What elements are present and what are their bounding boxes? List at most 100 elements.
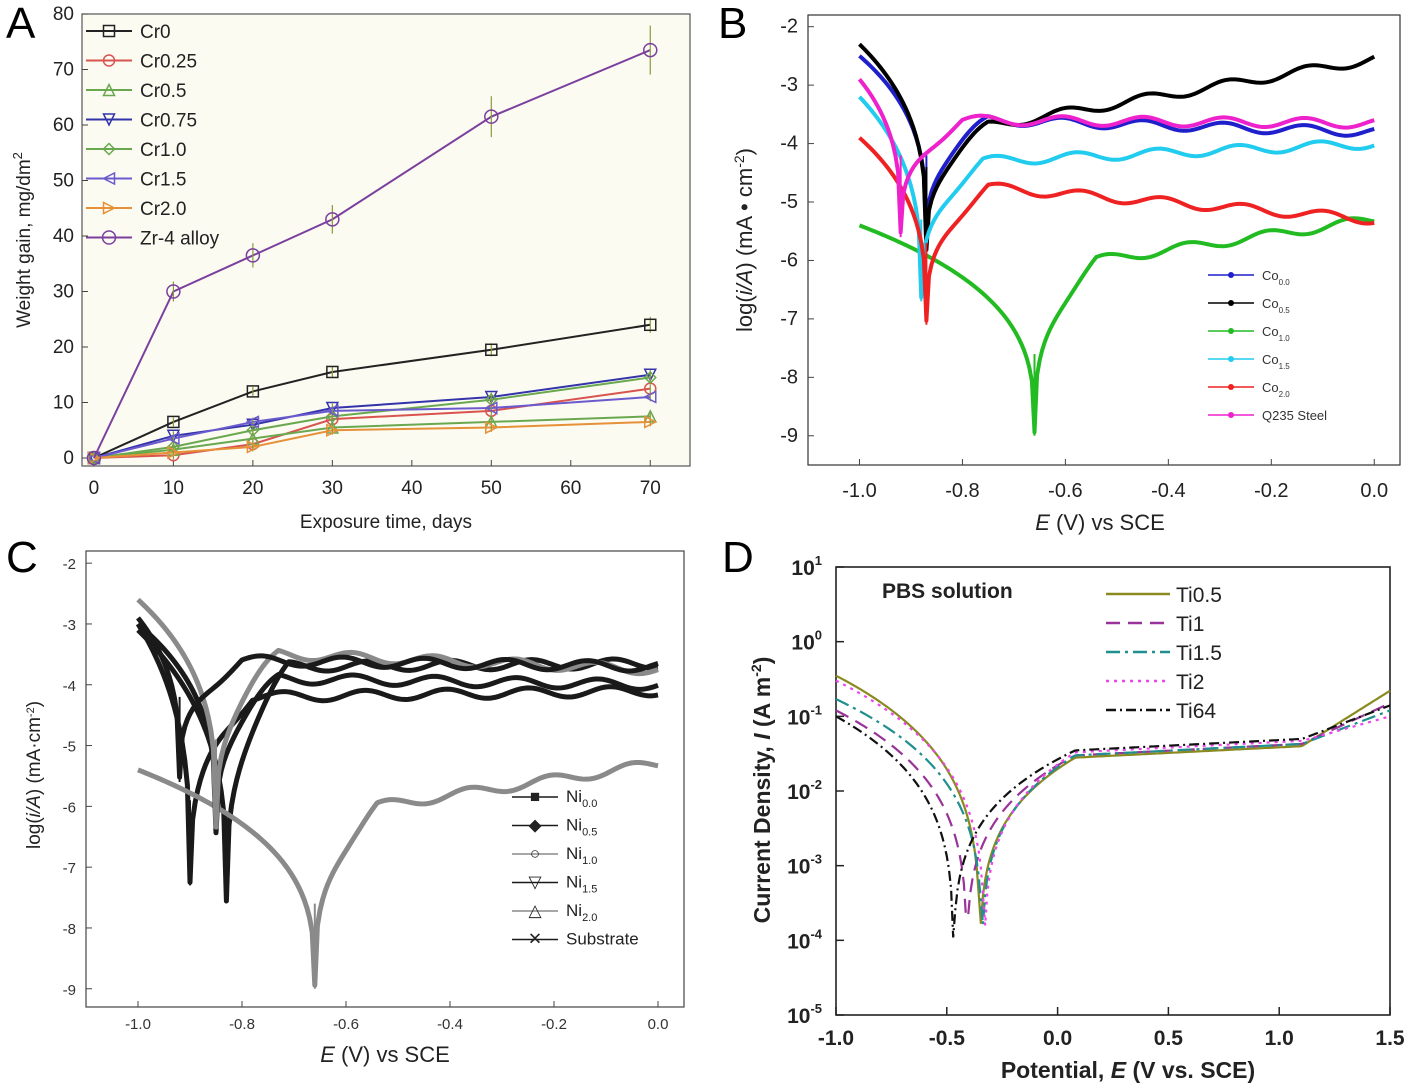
panel-c-ytick-label: -5 xyxy=(63,739,76,756)
panel-b-legend-subscript: 1.0 xyxy=(1279,334,1291,343)
panel-c-legend-label: Substrate xyxy=(566,930,639,949)
panel-a-ylabel-sup: 2 xyxy=(10,152,25,159)
panel-d-xtick-label: -1.0 xyxy=(818,1027,854,1050)
panel-b-ytick-label: -4 xyxy=(780,133,798,155)
panel-d-ylabel-end: ) xyxy=(749,657,775,665)
panel-b-legend-subscript: 2.0 xyxy=(1279,390,1291,399)
panel-b-ytick-label: -6 xyxy=(780,249,798,271)
panel-a-data-point xyxy=(484,109,499,124)
panel-b-ytick-label: -5 xyxy=(780,191,798,213)
panel-a-legend-label: Cr0 xyxy=(140,22,171,43)
panel-a-plot-area xyxy=(81,13,691,467)
panel-a-data-point xyxy=(166,429,181,443)
panel-d-ytick-label: 101 xyxy=(791,553,822,580)
panel-d-plot-area xyxy=(835,566,1391,1016)
panel-b-legend-marker xyxy=(1228,272,1234,278)
panel-d-legend: Ti0.5 Ti1 Ti1.5 Ti2 Ti64 xyxy=(1106,584,1222,723)
panel-b-series-line xyxy=(858,216,1375,435)
panel-a-series-line xyxy=(93,420,651,459)
panel-a-xtick-label: 30 xyxy=(322,478,343,499)
panel-a-data-point xyxy=(167,415,180,429)
panel-d-series-line xyxy=(835,679,1391,926)
panel-a-data-point xyxy=(87,451,102,465)
panel-b-legend-marker xyxy=(1228,356,1234,362)
panel-c-xtick-label: -0.6 xyxy=(333,1016,359,1033)
panel-d-legend-label: Ti1 xyxy=(1176,613,1204,636)
panel-b-legend-marker xyxy=(1228,412,1234,418)
panel-c-xtick-label: -0.4 xyxy=(437,1016,463,1033)
panel-a-ylabel-text: Weight gain, mg/dm xyxy=(14,159,35,328)
panel-b-legend-subscript: 0.5 xyxy=(1279,306,1291,315)
panel-d-xtick-label: 0.0 xyxy=(1043,1027,1072,1050)
panel-a-data-point xyxy=(485,343,498,357)
panel-c-legend-subscript: 0.0 xyxy=(582,798,597,810)
panel-d-ytick-exponent: -4 xyxy=(810,926,822,941)
panel-b-ytick-label: -9 xyxy=(780,425,798,447)
panel-c-ytick-label: -2 xyxy=(63,556,76,573)
panel-a-data-point xyxy=(166,431,180,446)
panel-b-series-line xyxy=(857,78,1375,235)
panel-a-letter: A xyxy=(6,0,36,48)
panel-a-ytick-label: 40 xyxy=(53,226,74,247)
panel-b-ylabel-it: i/A xyxy=(732,270,757,296)
panel-a-data-point xyxy=(643,370,657,385)
panel-b-ylabel: log(i/A) (mA • cm-2) xyxy=(731,148,757,332)
panel-d-xlabel-post: (V vs. SCE) xyxy=(1126,1057,1255,1083)
panel-a-data-point xyxy=(325,401,340,416)
panel-d-ytick-label: 10-3 xyxy=(787,852,822,879)
panel-a-legend-marker xyxy=(102,142,116,156)
panel-a-series-line xyxy=(93,395,651,459)
panel-a-legend-marker xyxy=(101,171,116,186)
panel-a-data-point xyxy=(325,404,339,418)
panel-d-ytick-label: 10-4 xyxy=(787,926,823,953)
panel-d-ytick-label: 10-1 xyxy=(787,702,822,729)
panel-a-legend: Cr0 Cr0.25 Cr0.5 Cr0.75 Cr1.0 Cr1.5 Cr2.0 Zr-4 … xyxy=(86,22,220,250)
panel-b-xtick-label: -0.8 xyxy=(945,480,979,502)
panel-b-series-line xyxy=(858,54,1375,242)
panel-a-legend-label: Cr2.0 xyxy=(140,199,186,220)
panel-a-data-point xyxy=(246,423,260,437)
panel-b-ylabel-sup: -2 xyxy=(731,155,747,168)
panel-c-xtick-label: -1.0 xyxy=(125,1016,151,1033)
panel-c-legend-marker: ◆ xyxy=(528,816,542,835)
panel-d-ytick-exponent: -3 xyxy=(810,852,822,867)
panel-d-xtick-label: -0.5 xyxy=(929,1027,966,1050)
panel-c-series xyxy=(135,597,659,989)
panel-b-legend-marker xyxy=(1228,300,1234,306)
panel-a-legend-marker xyxy=(102,201,117,215)
panel-a-data-point xyxy=(644,415,658,429)
panel-a-data-point xyxy=(325,409,339,423)
panel-b-xtick-label: 0.0 xyxy=(1360,480,1388,502)
panel-d-xtick-label: 0.5 xyxy=(1154,1027,1184,1050)
panel-c-legend-marker: ▽ xyxy=(528,873,542,892)
panel-c-legend-subscript: 1.5 xyxy=(582,884,597,896)
panel-b-xtick-label: -0.6 xyxy=(1048,480,1082,502)
panel-d-xlabel-pre: Potential, xyxy=(1001,1057,1111,1083)
panel-a-legend-marker xyxy=(102,54,116,67)
panel-b-xtick-label: -1.0 xyxy=(842,480,876,502)
panel-c-xtick-label: -0.8 xyxy=(229,1016,255,1033)
panel-b-legend-marker xyxy=(1228,384,1234,390)
panel-a-xtick-label: 60 xyxy=(560,478,581,499)
panel-d-xtick-label: 1.0 xyxy=(1265,1027,1294,1050)
panel-b-legend-subscript: 1.5 xyxy=(1279,362,1291,371)
panel-a-series-line xyxy=(93,376,651,459)
panel-a-legend-label: Cr1.0 xyxy=(140,140,186,161)
panel-a-data-point xyxy=(245,415,260,429)
panel-a-xtick-label: 40 xyxy=(401,478,422,499)
panel-a-series-line xyxy=(93,415,651,459)
panel-a-axes: 0 10 20 30 40 50 60 70 80 0 10 20 30 40 50 60 70 xyxy=(53,4,661,499)
panel-c-legend-subscript: 0.5 xyxy=(582,827,597,839)
panel-b-ylabel-pre: log( xyxy=(732,295,757,332)
panel-a-data-point xyxy=(246,385,260,398)
panel-d-ylabel-post: (A m xyxy=(749,677,775,734)
panel-a-ytick-label: 80 xyxy=(53,4,74,25)
panel-c-ytick-label: -6 xyxy=(63,799,76,816)
panel-a-legend-label: Cr0.25 xyxy=(140,52,197,73)
panel-c-series-line xyxy=(135,622,659,885)
panel-c-legend-marker: ■ xyxy=(530,787,540,806)
panel-c-legend-subscript: 1.0 xyxy=(582,855,597,867)
panel-c-ylabel-end: ) xyxy=(24,701,45,707)
panel-d-legend-label: Ti64 xyxy=(1176,700,1216,723)
